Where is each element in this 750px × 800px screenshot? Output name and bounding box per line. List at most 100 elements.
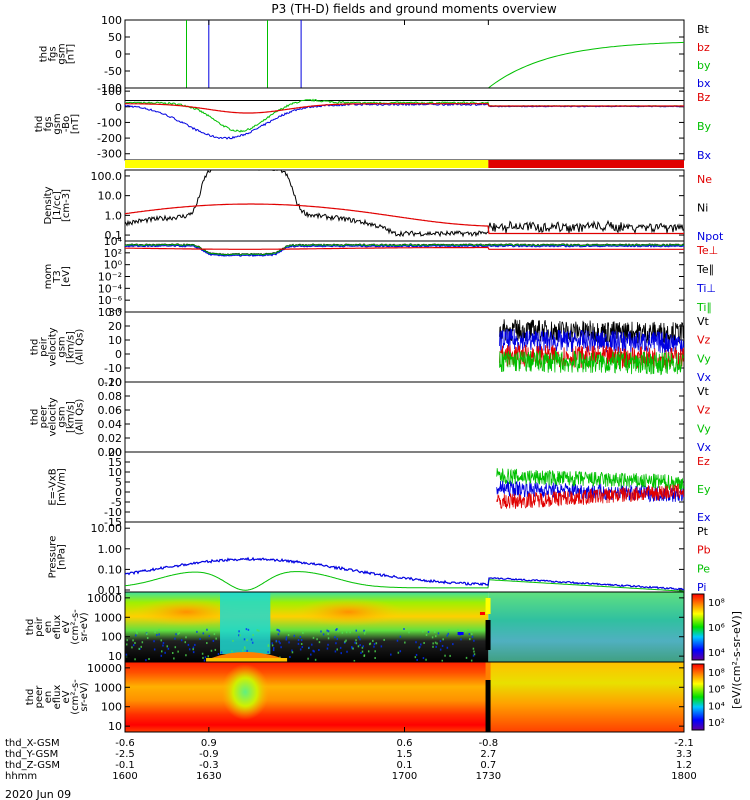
ion-noise bbox=[359, 644, 361, 647]
ephemeris-value: 3.3 bbox=[676, 749, 692, 760]
y-tick-label: 10⁴ bbox=[104, 235, 123, 248]
ion-noise bbox=[154, 631, 156, 634]
colorbar-tick: 10² bbox=[708, 718, 725, 729]
ion-noise bbox=[337, 630, 339, 633]
series-Tiperp bbox=[124, 244, 685, 258]
panel-peer-eflux: 10000 1000 100 10 thdpeerenefluxeV(cm²-s-sr-… bbox=[25, 661, 685, 733]
ion-noise bbox=[173, 657, 175, 660]
colorbar-1: 10⁸ 10⁶ 10⁴ bbox=[691, 593, 725, 661]
panel-frame bbox=[124, 521, 685, 593]
y-axis-label-line: (All Qs) bbox=[75, 329, 86, 366]
ion-noise bbox=[277, 629, 280, 632]
ion-noise bbox=[345, 639, 347, 642]
ion-noise bbox=[441, 659, 444, 662]
ion-noise bbox=[214, 648, 217, 651]
legend-Vt: Vt bbox=[697, 315, 710, 328]
ion-noise bbox=[446, 646, 449, 649]
y-axis-label-line: Density bbox=[43, 186, 54, 224]
y-axis-label-line: peer bbox=[39, 405, 50, 429]
legend-Te∥: Te∥ bbox=[696, 263, 714, 276]
y-axis-label: thdfgsgsm-Bo[nT] bbox=[34, 113, 81, 134]
ion-noise bbox=[277, 633, 280, 636]
y-tick-label: -200 bbox=[97, 132, 122, 145]
ion-gap bbox=[485, 620, 491, 650]
ion-noise bbox=[138, 647, 140, 650]
y-axis-label: thdpeirvelocitygsm[km/s](All Qs) bbox=[30, 327, 86, 366]
ion-noise bbox=[327, 643, 329, 646]
y-tick-label: 0 bbox=[115, 486, 122, 499]
ion-noise bbox=[422, 630, 424, 633]
ion-noise bbox=[351, 647, 353, 650]
ion-noise bbox=[320, 630, 322, 633]
ion-noise bbox=[160, 650, 163, 653]
y-axis-label-line: thd bbox=[39, 46, 50, 63]
ion-noise bbox=[425, 658, 427, 661]
ion-noise bbox=[153, 648, 156, 651]
y-tick-label: 20 bbox=[108, 320, 122, 333]
y-axis-label-line: gsm bbox=[57, 43, 68, 64]
ion-noise bbox=[397, 651, 400, 654]
ion-noise bbox=[276, 628, 278, 631]
y-tick-label: 10⁻⁴ bbox=[98, 282, 123, 295]
ion-noise bbox=[373, 645, 375, 648]
y-tick-label: -10 bbox=[104, 362, 122, 375]
series-Vx bbox=[499, 328, 684, 354]
ion-noise bbox=[208, 635, 211, 638]
ion-noise bbox=[287, 633, 290, 636]
y-axis-label-line: (All Qs) bbox=[75, 399, 86, 436]
ephemeris-value: 2.7 bbox=[480, 749, 496, 760]
colorbar-tick: 10⁶ bbox=[708, 623, 725, 634]
y-axis-label-line: thd bbox=[30, 339, 41, 356]
ion-noise bbox=[441, 644, 444, 647]
ion-noise bbox=[468, 633, 471, 636]
ion-streak bbox=[457, 632, 464, 635]
ion-noise bbox=[185, 636, 187, 639]
y-axis-label-line: peer bbox=[34, 685, 45, 709]
ion-noise bbox=[355, 642, 358, 645]
y-tick-label: 10² bbox=[104, 247, 122, 260]
ion-noise bbox=[162, 642, 165, 645]
colorbar-tick: 10⁸ bbox=[708, 668, 725, 679]
y-axis-label-line: peir bbox=[34, 616, 45, 636]
y-tick-label: 0.04 bbox=[98, 418, 123, 431]
y-tick-label: 1000 bbox=[94, 681, 122, 694]
y-tick-label: 10⁻² bbox=[98, 271, 122, 284]
series-Ni bbox=[124, 169, 685, 238]
legend-bx: bx bbox=[697, 77, 711, 90]
y-axis-label-line: sr-eV) bbox=[79, 682, 90, 711]
y-tick-label: 0.08 bbox=[98, 390, 123, 403]
ion-noise bbox=[299, 648, 302, 651]
y-tick-label: 0 bbox=[115, 48, 122, 61]
ion-noise bbox=[300, 639, 303, 642]
ion-noise bbox=[201, 652, 204, 655]
ion-noise bbox=[344, 640, 346, 643]
ion-noise bbox=[351, 646, 353, 649]
mode-segment-0 bbox=[125, 160, 489, 168]
ion-noise bbox=[153, 640, 155, 643]
ion-noise bbox=[414, 656, 417, 659]
ion-noise bbox=[465, 656, 468, 659]
ion-noise bbox=[425, 633, 428, 636]
ion-noise bbox=[242, 649, 244, 652]
y-tick-label: 0.10 bbox=[98, 563, 123, 576]
ion-noise bbox=[256, 629, 259, 632]
ion-noise bbox=[469, 638, 471, 641]
y-tick-label: 10⁰ bbox=[104, 259, 123, 272]
legend-Bt: Bt bbox=[697, 23, 710, 36]
ephemeris-value: -2.1 bbox=[674, 738, 694, 749]
y-axis-label-line: en bbox=[43, 691, 54, 704]
ion-noise bbox=[194, 643, 196, 646]
legend-By: By bbox=[697, 120, 712, 133]
y-axis-label: Density[1/cc][cm-3] bbox=[43, 186, 72, 224]
ion-noise bbox=[238, 634, 240, 637]
y-tick-label: 0.10 bbox=[98, 376, 123, 389]
electron-gap-top bbox=[485, 662, 491, 680]
ion-noise bbox=[372, 639, 374, 642]
ion-noise bbox=[174, 637, 176, 640]
ion-noise bbox=[336, 628, 338, 631]
ion-noise bbox=[420, 643, 422, 646]
ion-noise bbox=[307, 657, 309, 660]
ion-noise bbox=[175, 633, 177, 636]
y-tick-label: 10.0 bbox=[98, 190, 123, 203]
ion-noise bbox=[465, 630, 467, 633]
